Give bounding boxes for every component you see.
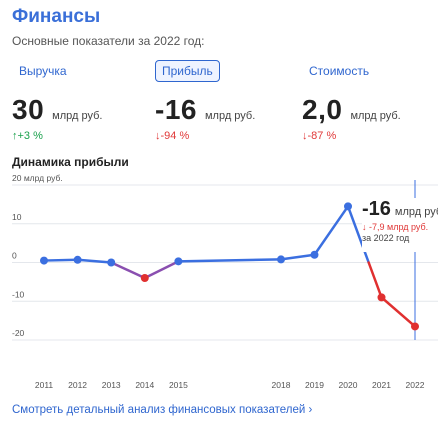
- metric-profit-change: ↓-94 %: [155, 130, 190, 142]
- data-point: [73, 255, 82, 264]
- detailed-analysis-link[interactable]: Смотреть детальный анализ финансовых пок…: [12, 404, 313, 416]
- metric-value[interactable]: Стоимость 2,0 млрд руб. ↓-87 %: [302, 60, 438, 142]
- data-point: [107, 258, 116, 267]
- data-point: [277, 255, 285, 264]
- chart-tooltip: -16 млрд руб. ↓ -7,9 млрд руб. за 2022 г…: [362, 198, 438, 252]
- chart-title: Динамика прибыли: [12, 155, 129, 169]
- y-tick-label: -10: [12, 289, 25, 299]
- data-point: [377, 293, 386, 302]
- metric-value-change: ↓-87 %: [302, 130, 337, 142]
- data-point: [174, 257, 183, 266]
- series-line: [76, 258, 113, 264]
- tooltip-unit: млрд руб.: [394, 206, 438, 218]
- tooltip-value: -16: [362, 198, 391, 220]
- series-line: [177, 258, 283, 263]
- metric-revenue-change: ↑+3 %: [12, 130, 43, 142]
- metric-revenue[interactable]: Выручка 30 млрд руб. ↑+3 %: [12, 60, 152, 142]
- tooltip-period: за 2022 год: [362, 233, 410, 243]
- series-line: [313, 205, 350, 256]
- y-tick-label: 10: [12, 212, 22, 222]
- x-tick-label: 2012: [68, 380, 87, 390]
- metric-profit[interactable]: Прибыль -16 млрд руб. ↓-94 %: [155, 60, 295, 142]
- tab-profit[interactable]: Прибыль: [155, 60, 220, 82]
- x-tick-label: 2014: [135, 380, 154, 390]
- x-tick-label: 2021: [372, 380, 391, 390]
- metric-revenue-unit: млрд руб.: [52, 110, 103, 122]
- metric-profit-value: -16: [155, 94, 197, 125]
- data-point: [40, 256, 48, 265]
- metric-revenue-value: 30: [12, 94, 45, 125]
- data-point: [140, 274, 149, 282]
- y-tick-label: -20: [12, 328, 25, 338]
- tab-value[interactable]: Стоимость: [309, 64, 370, 78]
- series-line: [346, 205, 370, 264]
- x-tick-label: 2015: [169, 380, 188, 390]
- data-point: [344, 202, 352, 211]
- profit-line-chart[interactable]: 20 млрд руб. 10 0 -10 -20 2011 2012 2013 2014 201…: [0, 170, 438, 395]
- metric-value-value: 2,0: [302, 94, 343, 125]
- series-line: [380, 296, 417, 328]
- metric-profit-unit: млрд руб.: [204, 110, 256, 122]
- series-line: [109, 261, 147, 280]
- tab-revenue[interactable]: Выручка: [19, 64, 67, 78]
- page-title: Финансы: [12, 6, 101, 27]
- x-tick-label: 2022: [406, 380, 425, 390]
- x-tick-label: 2013: [102, 380, 121, 390]
- series-line: [143, 260, 180, 280]
- x-tick-label: 2011: [35, 380, 54, 390]
- x-tick-label: 2018: [272, 380, 291, 390]
- page-subtitle: Основные показатели за 2022 год:: [12, 34, 205, 48]
- data-point: [310, 250, 319, 259]
- data-point: [411, 322, 419, 331]
- series-line: [279, 253, 316, 261]
- series-line: [42, 258, 79, 262]
- series-line: [367, 261, 383, 299]
- metric-value-unit: млрд руб.: [350, 110, 401, 122]
- x-tick-label: 2020: [339, 380, 358, 390]
- y-tick-label: 20 млрд руб.: [12, 173, 63, 183]
- x-tick-label: 2019: [305, 380, 324, 390]
- tooltip-change: ↓ -7,9 млрд руб.: [362, 222, 429, 232]
- y-tick-label: 0: [12, 251, 17, 261]
